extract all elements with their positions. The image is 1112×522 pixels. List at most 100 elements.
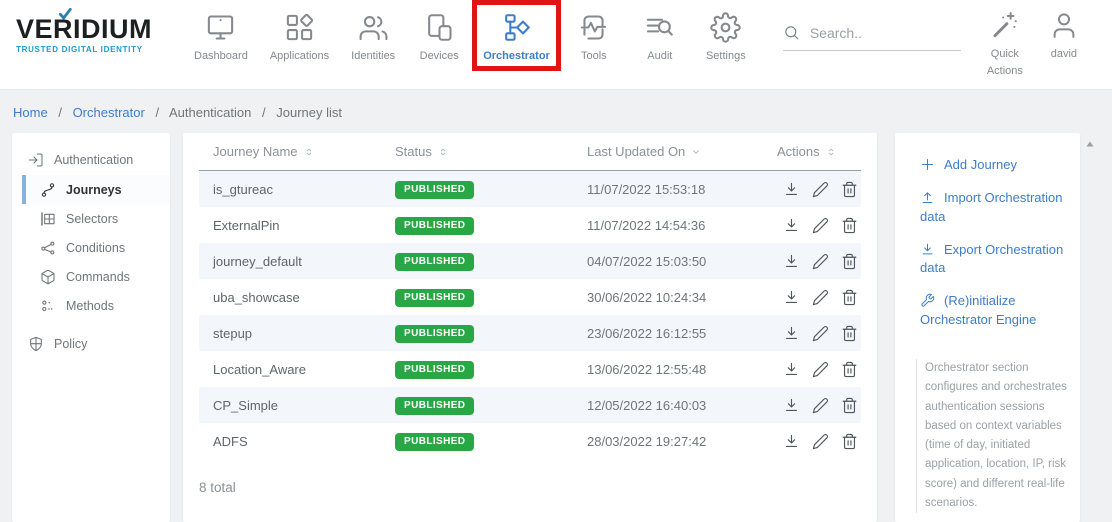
- column-actions[interactable]: Actions: [777, 144, 861, 159]
- scroll-up-arrow[interactable]: [1084, 138, 1096, 150]
- top-navbar: VERIDIUM TRUSTED DIGITAL IDENTITY Dashbo…: [0, 0, 1112, 90]
- nav-label: Devices: [419, 50, 459, 62]
- branch-icon: [40, 240, 56, 256]
- sort-icon[interactable]: [826, 146, 836, 158]
- delete-icon[interactable]: [841, 325, 858, 342]
- cube-icon: [40, 269, 56, 285]
- add-journey-button[interactable]: Add Journey: [920, 156, 1068, 175]
- sidebar-item-label: Journeys: [66, 182, 122, 197]
- veridium-logo[interactable]: VERIDIUM TRUSTED DIGITAL IDENTITY: [0, 0, 165, 54]
- nav-label: Applications: [269, 50, 330, 62]
- table-row: ADFS PUBLISHED 28/03/2022 19:27:42: [199, 423, 861, 459]
- brand-check-icon: [57, 6, 73, 22]
- search-input[interactable]: [809, 24, 940, 41]
- sidebar: Authentication Journeys Selectors Condit…: [12, 133, 170, 522]
- column-journey-name[interactable]: Journey Name: [199, 144, 395, 159]
- nav-identities[interactable]: Identities: [340, 0, 406, 71]
- download-icon[interactable]: [783, 433, 800, 450]
- edit-icon[interactable]: [812, 325, 829, 342]
- breadcrumb-home[interactable]: Home: [13, 105, 48, 120]
- content-area: Authentication Journeys Selectors Condit…: [12, 133, 1080, 522]
- last-updated: 30/06/2022 10:24:34: [587, 289, 707, 305]
- nav-label: Dashboard: [194, 50, 248, 62]
- delete-icon[interactable]: [841, 433, 858, 450]
- edit-icon[interactable]: [812, 217, 829, 234]
- delete-icon[interactable]: [841, 181, 858, 198]
- reinitialize-engine-button[interactable]: (Re)initialize Orchestrator Engine: [920, 293, 1037, 328]
- delete-icon[interactable]: [841, 217, 858, 234]
- nav-audit[interactable]: Audit: [627, 0, 693, 71]
- download-icon[interactable]: [783, 289, 800, 306]
- sidebar-group-authentication[interactable]: Authentication: [12, 145, 170, 175]
- edit-icon[interactable]: [812, 253, 829, 270]
- main-nav: Dashboard Applications Identities Device…: [183, 0, 759, 71]
- edit-icon[interactable]: [812, 289, 829, 306]
- nav-settings[interactable]: Settings: [693, 0, 759, 71]
- search-icon[interactable]: [783, 24, 800, 41]
- edit-icon[interactable]: [812, 361, 829, 378]
- settings-icon: [710, 12, 741, 43]
- delete-icon[interactable]: [841, 289, 858, 306]
- table-row: ExternalPin PUBLISHED 11/07/2022 14:54:3…: [199, 207, 861, 243]
- download-icon[interactable]: [783, 397, 800, 414]
- sidebar-item-methods[interactable]: Methods: [22, 291, 170, 320]
- user-menu[interactable]: david: [1049, 10, 1079, 63]
- sidebar-item-journeys[interactable]: Journeys: [22, 175, 170, 204]
- download-icon[interactable]: [783, 217, 800, 234]
- magic-wand-icon: [990, 10, 1020, 40]
- import-orchestration-button[interactable]: Import Orchestration data: [920, 189, 1063, 224]
- journey-name: CP_Simple: [213, 397, 279, 413]
- column-status[interactable]: Status: [395, 144, 587, 159]
- nav-label: Audit: [647, 50, 673, 62]
- nav-applications[interactable]: Applications: [259, 0, 340, 71]
- sidebar-item-commands[interactable]: Commands: [22, 262, 170, 291]
- nav-tools[interactable]: Tools: [561, 0, 627, 71]
- sidebar-item-label: Methods: [66, 298, 114, 313]
- breadcrumb-orchestrator[interactable]: Orchestrator: [72, 105, 145, 120]
- last-updated: 11/07/2022 15:53:18: [587, 181, 706, 197]
- sidebar-group-label: Policy: [54, 337, 88, 351]
- table-icon: [40, 211, 56, 227]
- last-updated: 04/07/2022 15:03:50: [587, 253, 707, 269]
- column-last-updated[interactable]: Last Updated On: [587, 144, 777, 159]
- delete-icon[interactable]: [841, 361, 858, 378]
- quick-actions-button[interactable]: Quick Actions: [987, 10, 1023, 80]
- nav-orchestrator[interactable]: Orchestrator: [472, 0, 561, 71]
- download-icon[interactable]: [783, 253, 800, 270]
- sidebar-item-selectors[interactable]: Selectors: [22, 204, 170, 233]
- route-icon: [40, 182, 56, 198]
- status-badge: PUBLISHED: [395, 360, 475, 379]
- shield-icon: [28, 336, 44, 352]
- sort-desc-icon[interactable]: [691, 146, 701, 158]
- edit-icon[interactable]: [812, 433, 829, 450]
- edit-icon[interactable]: [812, 397, 829, 414]
- status-badge: PUBLISHED: [395, 252, 475, 271]
- nav-devices[interactable]: Devices: [406, 0, 472, 71]
- user-name: david: [1050, 48, 1078, 60]
- orchestrator-icon: [501, 12, 532, 43]
- table-row: CP_Simple PUBLISHED 12/05/2022 16:40:03: [199, 387, 861, 423]
- table-row: stepup PUBLISHED 23/06/2022 16:12:55: [199, 315, 861, 351]
- delete-icon[interactable]: [841, 253, 858, 270]
- download-icon[interactable]: [783, 181, 800, 198]
- sidebar-group-policy[interactable]: Policy: [12, 329, 170, 359]
- journey-table: Journey Name Status Last Updated On Acti…: [183, 133, 877, 522]
- breadcrumb: Home / Orchestrator / Authentication / J…: [0, 90, 1112, 133]
- delete-icon[interactable]: [841, 397, 858, 414]
- status-badge: PUBLISHED: [395, 288, 475, 307]
- table-row: uba_showcase PUBLISHED 30/06/2022 10:24:…: [199, 279, 861, 315]
- sidebar-item-label: Commands: [66, 269, 130, 284]
- download-icon[interactable]: [783, 361, 800, 378]
- breadcrumb-separator: /: [262, 105, 266, 120]
- tools-icon: [578, 12, 609, 43]
- breadcrumb-authentication: Authentication: [168, 105, 252, 120]
- edit-icon[interactable]: [812, 181, 829, 198]
- sort-icon[interactable]: [438, 146, 448, 158]
- sidebar-item-conditions[interactable]: Conditions: [22, 233, 170, 262]
- sort-icon[interactable]: [304, 146, 314, 158]
- nav-dashboard[interactable]: Dashboard: [183, 0, 259, 71]
- export-orchestration-button[interactable]: Export Orchestration data: [920, 241, 1064, 276]
- row-count: 8 total: [199, 480, 236, 495]
- applications-icon: [284, 12, 315, 43]
- download-icon[interactable]: [783, 325, 800, 342]
